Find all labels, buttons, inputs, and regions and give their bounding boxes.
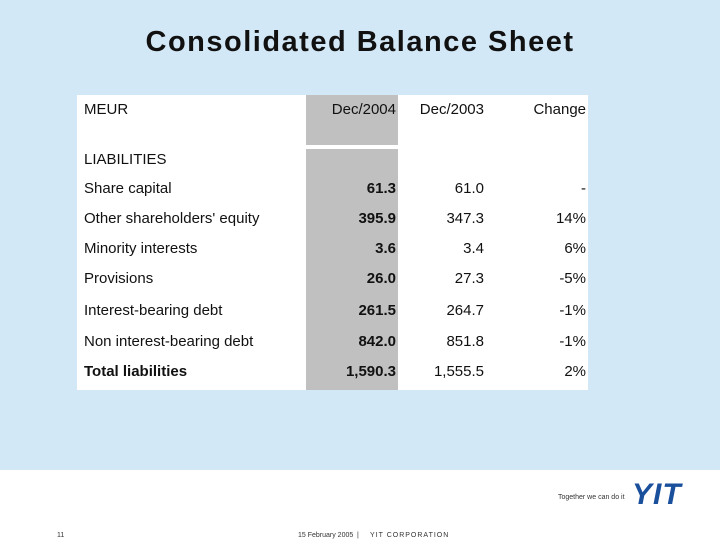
cell-value: 347.3 — [446, 210, 484, 227]
cell-value: 27.3 — [454, 270, 484, 287]
highlight-column — [306, 95, 398, 145]
column-header: MEUR — [84, 101, 129, 118]
cell-value: 395.9 — [358, 210, 396, 227]
cell-value: 261.5 — [358, 302, 396, 319]
company: YIT CORPORATION — [370, 532, 450, 539]
title: Consolidated Balance Sheet — [145, 26, 575, 58]
cell-value: 1,590.3 — [345, 363, 396, 380]
row-label: Minority interests — [84, 240, 198, 257]
highlight-column — [306, 149, 398, 390]
cell-value: 1,555.5 — [433, 363, 484, 380]
cell-value: 264.7 — [446, 302, 484, 319]
cell-value: 26.0 — [366, 270, 396, 287]
cell-value: -1% — [559, 302, 586, 319]
cell-value: 3.4 — [463, 240, 484, 257]
row-label: Provisions — [84, 270, 154, 287]
slogan: Together we can do it — [558, 494, 625, 501]
column-header: Dec/2004 — [331, 101, 396, 118]
row-label: Interest-bearing debt — [84, 302, 223, 319]
cell-value: 61.0 — [454, 180, 484, 197]
cell-value: 851.8 — [446, 333, 484, 350]
date: 15 February 2005 — [298, 532, 354, 539]
column-header: Dec/2003 — [419, 101, 484, 118]
row-label: Total liabilities — [84, 363, 188, 380]
row-label: Share capital — [84, 180, 172, 197]
row-label: Non interest-bearing debt — [84, 333, 254, 350]
cell-value: -1% — [559, 333, 586, 350]
page-number: 11 — [57, 532, 65, 539]
cell-value: 6% — [564, 240, 586, 257]
cell-value: 3.6 — [375, 240, 396, 257]
logo: YIT — [632, 478, 682, 511]
footer — [0, 470, 720, 540]
row-label: Other shareholders' equity — [84, 210, 260, 227]
cell-value: 61.3 — [366, 180, 396, 197]
cell-value: - — [581, 180, 586, 197]
cell-value: -5% — [559, 270, 586, 287]
cell-value: 842.0 — [358, 333, 396, 350]
cell-value: 2% — [564, 363, 586, 380]
cell-value: 14% — [555, 210, 586, 227]
column-header: Change — [533, 101, 586, 118]
separator: | — [357, 532, 359, 539]
section-label: LIABILITIES — [84, 151, 167, 168]
